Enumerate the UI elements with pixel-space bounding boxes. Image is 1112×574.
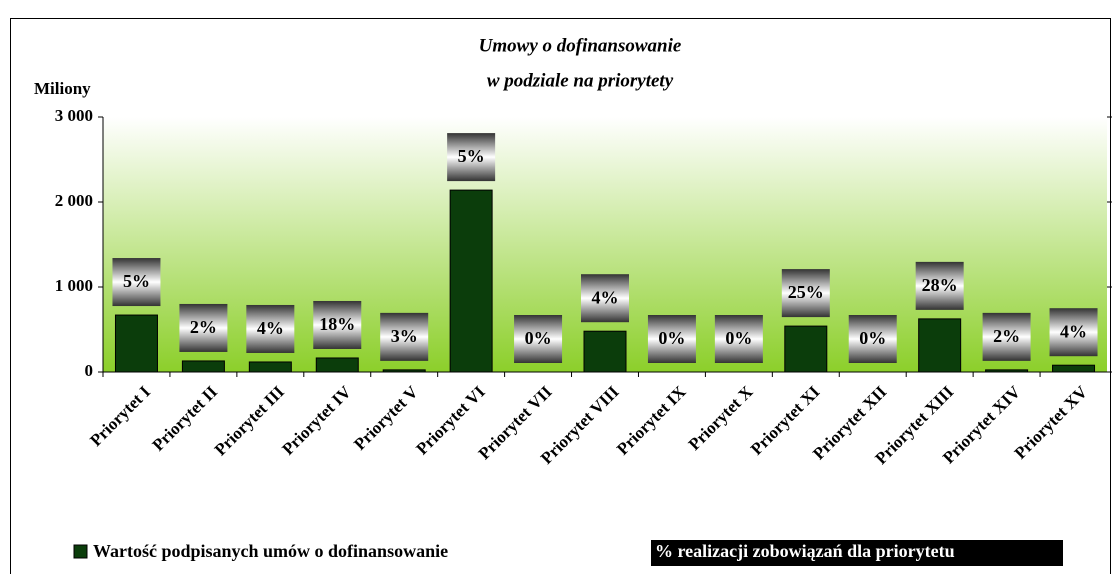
value-label-text: 4%	[1060, 321, 1087, 341]
y-tick-label: 3 000	[55, 106, 93, 125]
bar	[181, 360, 225, 373]
y-tick-label: 0	[85, 361, 94, 380]
y-tick-label: 1 000	[55, 276, 93, 295]
value-label-box	[848, 315, 897, 363]
value-label-box	[915, 261, 964, 310]
bar	[1052, 364, 1096, 373]
value-label-text: 18%	[319, 314, 355, 334]
value-label: 5%	[112, 258, 161, 307]
value-label-text: 2%	[190, 317, 217, 337]
value-label-text: 4%	[257, 318, 284, 338]
bar	[918, 318, 962, 373]
bar	[449, 189, 493, 373]
value-label: 0%	[514, 315, 563, 363]
bar	[114, 314, 158, 373]
value-label: 18%	[313, 300, 362, 349]
value-label-text: 5%	[458, 146, 485, 166]
value-label-box	[447, 133, 496, 182]
value-label-box	[1049, 308, 1098, 357]
value-label: 5%	[447, 133, 496, 182]
value-label-box	[647, 315, 696, 363]
value-label-text: 0%	[658, 328, 685, 348]
value-label-box	[581, 274, 629, 323]
legend-swatch	[73, 544, 88, 559]
value-label: 0%	[714, 315, 763, 363]
bar	[315, 357, 359, 373]
value-label-text: 0%	[725, 328, 752, 348]
value-label-text: 25%	[788, 282, 824, 302]
value-label: 0%	[848, 315, 897, 363]
value-label-box	[179, 303, 228, 352]
value-label: 4%	[246, 304, 295, 353]
value-label-box	[781, 269, 830, 318]
chart-title: w podziale na priorytety	[487, 70, 674, 91]
value-label-text: 28%	[922, 275, 958, 295]
value-label-box	[982, 312, 1031, 361]
y-tick-label: 2 000	[55, 191, 93, 210]
bar	[583, 330, 627, 373]
value-label-text: 4%	[592, 287, 619, 307]
value-label-box	[112, 258, 161, 307]
value-label-box	[246, 304, 295, 353]
value-label-box	[380, 312, 429, 361]
value-label-text: 0%	[859, 328, 886, 348]
bar	[248, 361, 292, 373]
value-label: 28%	[915, 261, 964, 310]
value-label: 4%	[581, 274, 629, 323]
value-label-text: 2%	[993, 326, 1020, 346]
y-axis-label: Miliony	[34, 79, 91, 98]
value-label: 3%	[380, 312, 429, 361]
value-label: 2%	[179, 303, 228, 352]
value-label: 0%	[647, 315, 696, 363]
value-label: 25%	[781, 269, 830, 318]
chart-title: Umowy o dofinansowanie	[479, 35, 682, 56]
value-label-text: 0%	[525, 328, 552, 348]
value-label: 4%	[1049, 308, 1098, 357]
legend-swatch	[651, 540, 1063, 566]
bar	[382, 369, 426, 373]
legend-label: Wartość podpisanych umów o dofinansowani…	[93, 541, 448, 561]
bar	[784, 325, 828, 373]
value-label-box	[313, 300, 362, 349]
legend-label: % realizacji zobowiązań dla priorytetu	[655, 541, 955, 561]
value-label: 2%	[982, 312, 1031, 361]
value-label-text: 5%	[123, 271, 150, 291]
value-label-box	[514, 315, 563, 363]
value-label-box	[714, 315, 763, 363]
bar	[985, 369, 1029, 373]
value-label-text: 3%	[391, 326, 418, 346]
